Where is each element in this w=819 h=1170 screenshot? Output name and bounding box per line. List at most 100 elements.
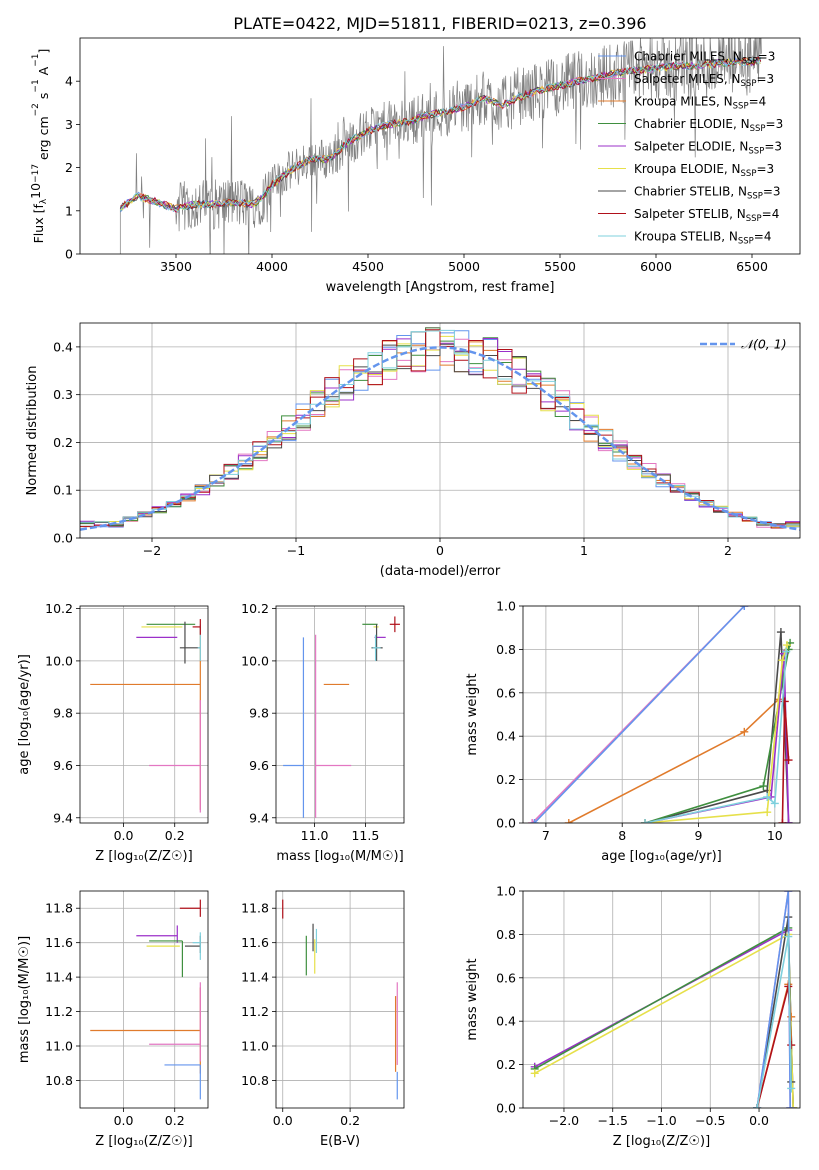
- y-tick-label: 1.0: [496, 599, 516, 614]
- errorbar-chabrier-elodie: [149, 940, 183, 978]
- y-tick-label: 11.8: [45, 901, 73, 916]
- axes-frame: [79, 605, 209, 824]
- x-tick-label: 4000: [256, 259, 288, 274]
- weight-line: [645, 644, 788, 823]
- series-chabrier-miles: [530, 606, 749, 823]
- x-axis-label: Z [log₁₀(Z/Z☉)]: [95, 849, 192, 864]
- grid-lines: [523, 890, 800, 1109]
- mass-vs-metallicity-panel: 0.0 0.2 10.8 11.0 11.2 11.4 11.6 11.8 Z [log₁₀(Z…: [17, 890, 209, 1149]
- legend-label: Chabrier STELIB, NSSP=3: [634, 185, 781, 202]
- errorbar-salpeter-elodie: [136, 925, 178, 943]
- model-spectrum-kroupa-stelib: [119, 56, 762, 213]
- weight-marker: [784, 982, 793, 991]
- weight-line: [568, 698, 780, 823]
- x-tick-label: 6500: [736, 259, 768, 274]
- x-tick-label: −2.0: [549, 1113, 579, 1128]
- grid-lines: [80, 891, 208, 1108]
- y-tick-label: 11.4: [241, 970, 269, 985]
- weight-marker: [787, 1012, 796, 1021]
- x-tick-label: 4500: [352, 259, 384, 274]
- grid-lines: [80, 606, 208, 823]
- axes-frame: [275, 890, 405, 1109]
- y-tick-label: 0.2: [53, 435, 73, 450]
- legend-label: Kroupa ELODIE, NSSP=3: [634, 162, 774, 179]
- weight-marker: [763, 792, 772, 801]
- y-tick-label: 1.0: [496, 884, 516, 899]
- y-tick-label: 11.2: [45, 1004, 73, 1019]
- weight-marker: [786, 1104, 795, 1108]
- x-axis-label: mass [log₁₀(M/M☉)]: [276, 849, 403, 864]
- errorbar-salpeter-miles: [149, 982, 201, 1062]
- y-tick-label: 0.6: [496, 970, 516, 985]
- y-tick-label: 11.0: [241, 1039, 269, 1054]
- axes-frame: [522, 605, 801, 824]
- x-tick-label: −0.5: [695, 1113, 725, 1128]
- y-tick-label: 0.0: [53, 531, 73, 546]
- weight-line: [533, 606, 745, 823]
- x-tick-label: 11.5: [351, 828, 379, 843]
- y-tick-label: 0.4: [53, 339, 73, 354]
- axes-frame: [79, 890, 209, 1109]
- weight-marker: [787, 1041, 796, 1050]
- y-tick-label: 10.8: [45, 1073, 73, 1088]
- x-tick-label: 5000: [448, 259, 480, 274]
- mass-vs-ebv-panel: 0.0 0.2 10.8 11.0 11.2 11.4 11.6 11.8 E(B-V): [241, 890, 405, 1149]
- weight-marker: [641, 819, 650, 823]
- errorbar-kroupa-stelib: [192, 932, 201, 960]
- errorbar-chabrier-miles: [283, 637, 305, 818]
- legend-label: Kroupa MILES, NSSP=4: [634, 95, 766, 112]
- y-tick-label: 0.4: [496, 1014, 516, 1029]
- figure-title: PLATE=0422, MJD=51811, FIBERID=0213, z=0…: [233, 14, 646, 33]
- x-axis-label: Z [log₁₀(Z/Z☉)]: [613, 1134, 710, 1149]
- series-salpeter-elodie: [530, 926, 798, 1108]
- y-tick-label: 11.2: [241, 1004, 269, 1019]
- x-tick-label: −1.0: [646, 1113, 676, 1128]
- y-tick-label: 0.8: [496, 927, 516, 942]
- legend: Chabrier MILES, NSSP=3 Salpeter MILES, NS…: [598, 50, 783, 247]
- y-axis-label: Flux [fλ10−17 erg cm−2 s−1 A−1]: [28, 49, 51, 244]
- y-axis-label: mass [log₁₀(M/M☉)]: [17, 936, 32, 1063]
- weight-marker: [753, 1104, 762, 1108]
- errorbar-salpeter-stelib: [179, 899, 201, 917]
- weight-vs-age-panel: 7 8 9 10 0.0 0.2 0.4 0.6 0.8 1.0 age [log₁₀(age/yr…: [465, 599, 801, 864]
- x-tick-label: 7: [542, 828, 550, 843]
- x-tick-label: 8: [618, 828, 626, 843]
- y-tick-label: 0: [65, 247, 73, 262]
- residuals-histogram-panel: −2 −1 0 1 2 0.0 0.1 0.2 0.3 0.4 (data-model)/error…: [25, 322, 801, 579]
- y-tick-label: 4: [65, 74, 73, 89]
- observed-spectrum: [119, 38, 762, 254]
- model-spectrum-chabrier-stelib: [119, 55, 762, 211]
- x-tick-label: 0: [436, 543, 444, 558]
- histogram-chabrier-stelib: [80, 331, 800, 527]
- y-tick-label: 9.6: [249, 758, 269, 773]
- y-tick-label: 2: [65, 160, 73, 175]
- weight-marker: [784, 932, 793, 941]
- age-vs-metallicity-panel: 0.0 0.2 9.4 9.6 9.8 10.0 10.2 Z [log₁₀(Z/Z☉)] ag…: [17, 601, 209, 864]
- y-tick-label: 10.2: [45, 601, 73, 616]
- x-tick-label: −1.5: [598, 1113, 628, 1128]
- y-tick-label: 10.2: [241, 601, 269, 616]
- errorbar-chabrier-miles: [164, 1064, 201, 1100]
- y-tick-label: 9.4: [249, 810, 269, 825]
- errorbar-kroupa-stelib: [372, 634, 381, 661]
- y-tick-label: 9.4: [53, 810, 73, 825]
- y-tick-label: 0.6: [496, 685, 516, 700]
- y-tick-label: 11.6: [241, 935, 269, 950]
- errorbar-salpeter-miles: [149, 700, 201, 813]
- x-axis-label: E(B-V): [320, 1134, 360, 1149]
- y-tick-label: 10.0: [241, 653, 269, 668]
- y-tick-label: 10.8: [241, 1073, 269, 1088]
- weight-vs-metallicity-panel: −2.0 −1.5 −1.0 −0.5 0.0 0.0 0.2 0.4 0.6 0.8 1.0 Z […: [465, 884, 801, 1149]
- plot-area: [119, 38, 762, 254]
- legend-label: Chabrier ELODIE, NSSP=3: [634, 117, 783, 134]
- errorbar-salpeter-miles: [315, 634, 352, 818]
- weight-marker: [530, 819, 539, 823]
- errorbar-chabrier-stelib: [184, 935, 201, 953]
- x-tick-label: 5500: [544, 259, 576, 274]
- errorbar-kroupa-miles: [90, 987, 201, 1074]
- weight-marker: [778, 819, 787, 823]
- errorbar-kroupa-miles: [90, 626, 201, 810]
- y-tick-label: 11.0: [45, 1039, 73, 1054]
- weight-marker: [784, 756, 793, 765]
